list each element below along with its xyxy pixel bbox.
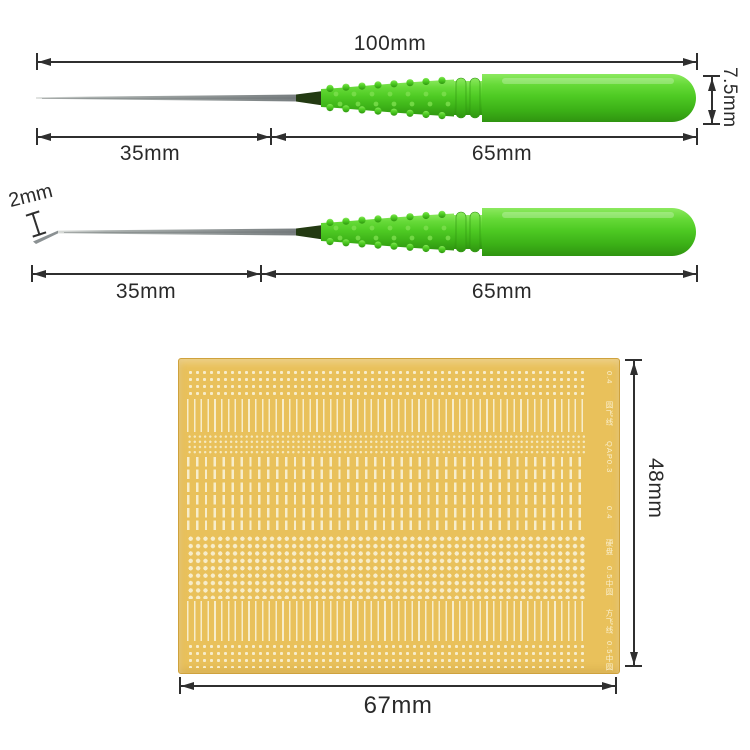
handle-grip <box>321 210 454 254</box>
needle-collar <box>296 225 323 240</box>
handle-body <box>482 208 696 256</box>
dim-tick <box>260 265 262 282</box>
dim-arrow-left <box>181 682 194 690</box>
dim-arrow-left <box>38 133 51 141</box>
dim-tick <box>703 75 720 77</box>
dim-tick <box>696 128 698 145</box>
dim-arrow-right <box>247 270 260 278</box>
dim-arrow-up <box>708 78 716 91</box>
straight-awl-image <box>36 74 696 122</box>
pcb-pad-band-strips <box>187 601 587 641</box>
pcb-width-label: 67mm <box>363 692 433 719</box>
needle <box>36 94 299 102</box>
dim-tick <box>625 665 642 667</box>
dim-tick <box>36 128 38 145</box>
dim-tick <box>625 359 642 361</box>
pcb-marking: 0.5中圆 <box>605 641 614 672</box>
dim-line-35-65-b <box>32 273 698 275</box>
pcb-height-label: 48mm <box>644 458 667 519</box>
needle-length-label: 35mm <box>115 280 177 303</box>
pcb-marking: 0.4 <box>605 371 614 385</box>
dim-tick <box>696 53 698 70</box>
dim-line-35-65 <box>37 136 698 138</box>
dim-arrow-right <box>683 270 696 278</box>
total-length-label: 100mm <box>353 32 427 55</box>
handle-grip <box>321 76 454 120</box>
needle-collar <box>296 91 323 106</box>
pcb-pad-band-large-holes <box>187 535 587 599</box>
pcb-marking: 圆飞线 <box>605 401 614 427</box>
dim-arrow-left <box>38 58 51 66</box>
pcb-pad-band-strips <box>187 399 587 432</box>
dim-arrow-down <box>708 110 716 123</box>
handle-neck-rings <box>454 211 486 253</box>
pcb-pad-band-oval-pads <box>187 457 587 533</box>
handle-length-label: 65mm <box>471 142 533 165</box>
dim-tick <box>615 677 617 694</box>
pcb-marking: QAP0.3 <box>605 441 614 474</box>
dim-arrow-right <box>602 682 615 690</box>
dim-line-67mm <box>180 685 617 687</box>
handle-body <box>482 74 696 122</box>
pcb-pad-band-fine-holes <box>187 434 587 455</box>
dim-arrow-left <box>263 270 276 278</box>
pcb-marking: 0.5中圆 <box>605 566 614 597</box>
dim-tick <box>696 265 698 282</box>
dim-arrow-right <box>683 133 696 141</box>
pcb-marking: 0.4 <box>605 506 614 520</box>
pcb-board: 0.4 圆飞线 QAP0.3 0.4 硬盘 0.5中圆 方飞线 0.5中圆 <box>178 358 620 674</box>
pcb-pad-band-round-holes <box>187 643 587 668</box>
needle <box>33 228 299 244</box>
dim-arrow-down <box>630 652 638 665</box>
dim-tick <box>270 128 272 145</box>
dim-tick <box>703 123 720 125</box>
pcb-marking: 硬盘 <box>605 539 614 556</box>
pcb-pad-band-round-holes <box>187 369 587 397</box>
dim-tick <box>179 677 181 694</box>
dim-line-48mm <box>633 361 635 666</box>
dim-line-100mm <box>37 61 698 63</box>
dim-tick <box>31 265 33 282</box>
handle-neck-rings <box>454 77 486 119</box>
dim-tick <box>36 53 38 70</box>
handle-diameter-label: 7.5mm <box>719 67 740 128</box>
dim-line-7-5mm <box>711 77 713 124</box>
dim-arrow-right <box>257 133 270 141</box>
hook-awl-image <box>33 208 696 256</box>
dim-arrow-right <box>683 58 696 66</box>
dim-arrow-left <box>273 133 286 141</box>
needle-length-label: 35mm <box>119 142 181 165</box>
pcb-marking: 方飞线 <box>605 609 614 635</box>
dim-arrow-up <box>630 362 638 375</box>
dim-arrow-left <box>33 270 46 278</box>
handle-length-label: 65mm <box>471 280 533 303</box>
